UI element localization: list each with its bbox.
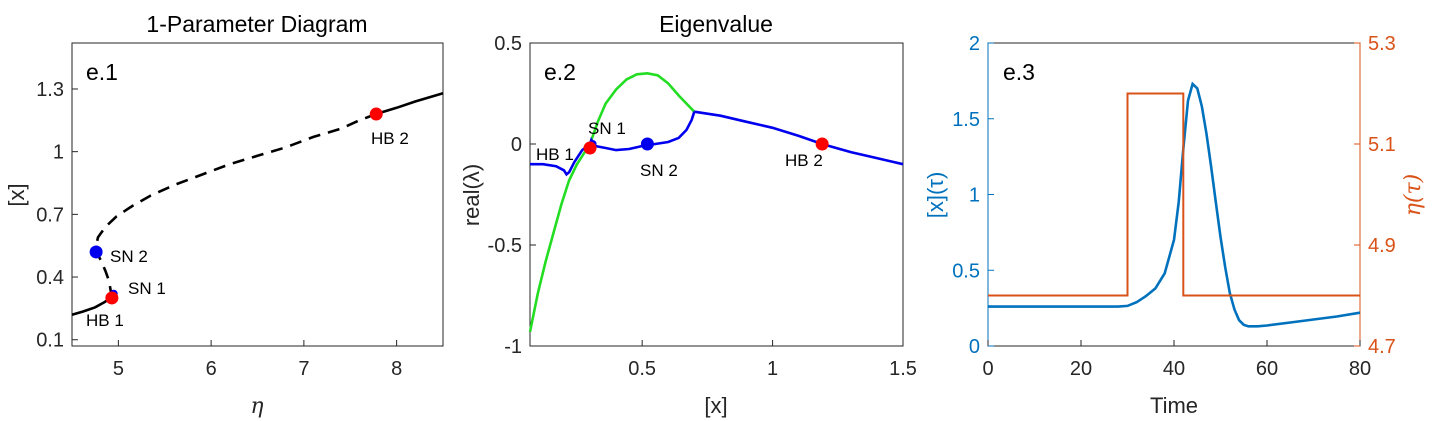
panel-1-branch-dashed (94, 112, 377, 299)
panel-1-xtick-label: 5 (113, 358, 124, 380)
panel-2-ytick-label: -1 (504, 336, 522, 358)
panel-3-plot-area (987, 42, 1361, 347)
panel-3-xtick-label: 80 (1349, 358, 1371, 380)
panel-2-point-hb2 (815, 137, 829, 151)
panel-1-ytick-label: 0.4 (36, 267, 64, 289)
panel-2-xtick-label: 0.5 (628, 358, 656, 380)
panel-3-xlabel: Time (1150, 393, 1198, 418)
panel-1-ytick-label: 1.3 (36, 79, 64, 101)
panel-3-left-ytick-label: 1 (969, 185, 980, 207)
panel-1-xlabel: η (250, 394, 263, 419)
panel-2-title: Eigenvalue (659, 11, 773, 37)
panel-3-ylabel-left: [x](τ) (923, 172, 948, 219)
panel-2-xtick-label: 1.5 (889, 358, 917, 380)
panel-2-annotation-hb2: HB 2 (785, 151, 823, 170)
panel-1-ytick-label: 0.1 (36, 330, 64, 352)
panel-2-xlabel: [x] (704, 393, 727, 418)
panel-3-right-ytick-label: 5.3 (1368, 33, 1396, 55)
panel-3-left-ytick-label: 1.5 (952, 109, 980, 131)
panel-1-xtick-label: 7 (298, 358, 309, 380)
panel-1-annotation-hb1: HB 1 (86, 311, 124, 330)
panel-3-eta-line (988, 92, 1360, 297)
panel-3-right-ytick-label: 4.7 (1368, 336, 1396, 358)
panel-2-point-hb1 (583, 141, 597, 155)
panel-1-branch-solid (375, 91, 444, 116)
panel-3-xtick-label: 0 (982, 358, 993, 380)
panel-1-annotation-hb2: HB 2 (371, 129, 409, 148)
panel-3-left-ytick-label: 0 (969, 336, 980, 358)
panel-3-right-ytick-label: 5.1 (1368, 134, 1396, 156)
panel-3-x-line (988, 81, 1361, 328)
panel-2-label: e.2 (544, 59, 576, 85)
panel-3-xtick-label: 40 (1163, 358, 1185, 380)
panel-3-ylabel-right: η(τ) (1401, 174, 1426, 217)
panel-2-eigen-branch (594, 111, 696, 152)
panel-1-parameter-diagram: 1-Parameter Diagram e.1 η [x] 5 6 7 8 0.1 0.4… (4, 11, 444, 419)
panel-2-ytick-label: 0.5 (494, 33, 522, 55)
panel-3-xtick-label: 20 (1070, 358, 1092, 380)
panel-time-series: e.3 Time [x](τ) η(τ) 0 20 40 60 80 0 0.5 1 1.5 2 4… (923, 33, 1426, 418)
panel-2-eigen-branch (694, 110, 904, 166)
panel-1-point-sn2 (89, 245, 103, 259)
panel-1-xtick-label: 6 (206, 358, 217, 380)
panel-1-title: 1-Parameter Diagram (146, 11, 367, 37)
panel-1-annotation-sn1: SN 1 (128, 279, 166, 298)
panel-2-xtick-label: 1 (767, 358, 778, 380)
panel-2-annotation-hb1: HB 1 (536, 145, 574, 164)
panel-2-ytick-label: 0 (511, 134, 522, 156)
panel-1-ylabel: [x] (4, 183, 29, 206)
panel-1-plot-area (71, 42, 444, 347)
panel-3-left-ytick-label: 2 (969, 33, 980, 55)
panel-2-eigen-branch (588, 71, 696, 145)
panel-2-point-sn2 (640, 137, 654, 151)
panel-1-point-hb1 (105, 291, 119, 305)
panel-1-ytick-label: 0.7 (36, 204, 64, 226)
panel-2-ytick-label: -0.5 (488, 235, 522, 257)
panel-2-eigen-branch (530, 142, 591, 177)
panel-1-ytick-label: 1 (53, 142, 64, 164)
panel-2-annotation-sn1: SN 1 (588, 119, 626, 138)
panel-3-label: e.3 (1003, 59, 1035, 85)
panel-3-right-ytick-label: 4.9 (1368, 235, 1396, 257)
panel-2-ylabel: real(λ) (459, 164, 484, 226)
panel-1-xtick-label: 8 (391, 358, 402, 380)
panel-2-plot-area (529, 42, 904, 347)
panel-1-point-hb2 (369, 107, 383, 121)
panel-1-label: e.1 (86, 59, 118, 85)
panel-2-annotation-sn2: SN 2 (640, 161, 678, 180)
panel-eigenvalue: Eigenvalue e.2 [x] real(λ) 0.5 1 1.5 -1 -0.5… (459, 11, 917, 418)
panel-3-left-ytick-label: 0.5 (952, 260, 980, 282)
panel-1-annotation-sn2: SN 2 (110, 247, 148, 266)
panel-2-eigen-branch (528, 143, 592, 333)
panel-3-xtick-label: 60 (1256, 358, 1278, 380)
